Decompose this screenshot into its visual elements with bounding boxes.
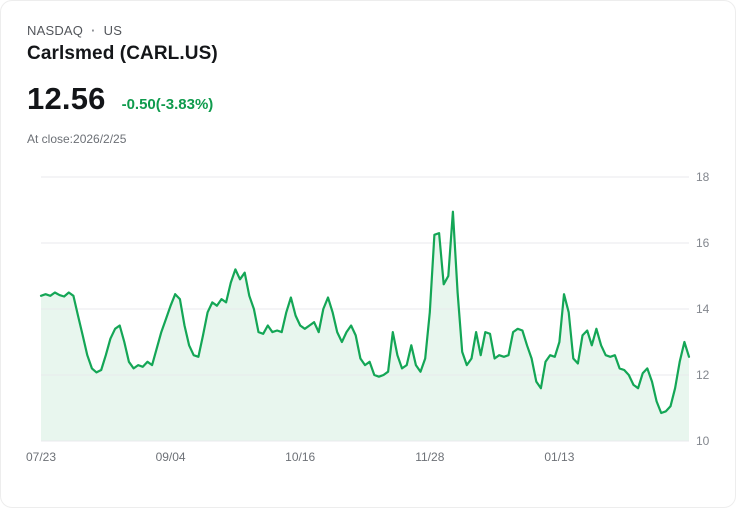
y-axis-label: 10	[696, 434, 710, 448]
x-axis-label: 11/28	[415, 450, 445, 464]
market-label: US	[103, 23, 123, 38]
price-row: 12.56 -0.50(-3.83%)	[27, 81, 213, 117]
x-axis: 07/23 09/04 10/16 11/28 01/13	[26, 441, 689, 465]
price-change: -0.50(-3.83%)	[121, 96, 214, 113]
price-chart-plot[interactable]	[39, 176, 691, 442]
page-title: Carlsmed (CARL.US)	[27, 43, 218, 64]
exchange-separator: ·	[91, 23, 96, 38]
y-axis-label: 16	[696, 236, 710, 250]
y-axis-label: 18	[696, 170, 710, 184]
at-close-note: At close:2026/2/25	[27, 132, 127, 146]
exchange-label: NASDAQ	[27, 23, 84, 38]
y-axis: 10 12 14 16 18	[689, 170, 723, 448]
price-chart: 10 12 14 16 18 07/23 09/04 10/16 11/28 01/13	[26, 170, 709, 464]
current-price: 12.56	[27, 81, 106, 116]
x-axis-label: 10/16	[285, 450, 316, 464]
y-axis-label: 14	[696, 302, 710, 316]
y-axis-label: 12	[696, 368, 710, 382]
exchange-row: NASDAQ · US	[27, 23, 122, 38]
x-axis-label: 09/04	[155, 450, 186, 464]
x-axis-label: 01/13	[544, 450, 575, 464]
x-axis-label: 07/23	[25, 450, 57, 464]
